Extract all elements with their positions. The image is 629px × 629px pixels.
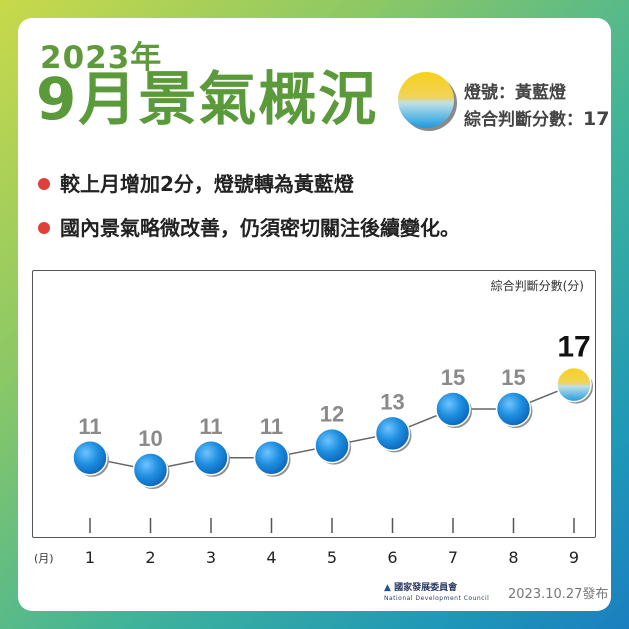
x-tick-label: 3: [206, 548, 216, 567]
bullet-item-1: 較上月增加2分，燈號轉為黃藍燈: [38, 168, 354, 197]
data-label: 15: [501, 365, 525, 390]
blue-signal-point: [435, 391, 471, 427]
data-label: 17: [557, 331, 590, 364]
x-axis-unit: (月): [34, 552, 54, 565]
data-label: 11: [78, 414, 101, 439]
yellow-blue-signal-point: [556, 366, 592, 403]
x-tick-label: 7: [448, 548, 458, 567]
blue-signal-point: [374, 415, 411, 452]
x-tick-label: 8: [508, 548, 518, 567]
x-tick-label: 1: [85, 548, 95, 567]
score-value: 17: [583, 108, 610, 130]
blue-signal-point: [314, 427, 350, 464]
blue-signal-point: [132, 452, 169, 488]
bullet-dot-icon: [38, 177, 50, 190]
data-label: 12: [320, 402, 344, 427]
org-name-en: National Development Council: [384, 595, 490, 602]
x-tick-label: 4: [266, 548, 276, 567]
data-label: 11: [260, 414, 283, 439]
year-heading: 2023年: [40, 40, 163, 76]
x-tick-label: 9: [569, 548, 579, 567]
page-title: 9月景氣概況: [36, 65, 379, 133]
yellow-blue-signal-icon: [398, 72, 457, 131]
blue-signal-point: [495, 391, 532, 427]
chart-frame: [32, 270, 596, 538]
score-line: 綜合判斷分數：17: [464, 106, 609, 133]
release-date: 2023.10.27發布: [508, 587, 609, 602]
x-tick-label: 5: [327, 548, 337, 567]
bullet-text-1: 較上月增加2分，燈號轉為黃藍燈: [60, 172, 354, 196]
blue-signal-point: [193, 440, 229, 476]
org-logo: ▲ 國家發展委員會 National Development Council: [384, 583, 490, 602]
signal-info: 燈號：黃藍燈 綜合判斷分數：17: [464, 80, 609, 133]
bullet-item-2: 國內景氣略微改善，仍須密切關注後續變化。: [38, 212, 460, 241]
y-axis-label: 綜合判斷分數(分): [491, 278, 584, 293]
x-tick-label: 2: [145, 548, 155, 567]
signal-label: 燈號：黃藍燈: [464, 83, 566, 103]
x-tick-label: 6: [387, 548, 397, 567]
bullet-text-2: 國內景氣略微改善，仍須密切關注後續變化。: [60, 216, 460, 240]
data-label: 10: [138, 426, 162, 451]
org-name: 國家發展委員會: [394, 583, 458, 593]
data-label: 15: [441, 365, 465, 390]
data-label: 13: [380, 389, 404, 414]
score-label: 綜合判斷分數：: [464, 110, 583, 130]
data-label: 11: [199, 414, 222, 439]
infographic-card: 2023年 9月景氣概況 燈號：黃藍燈 綜合判斷分數：17 較上月增加2分，燈號…: [18, 18, 611, 611]
blue-signal-point: [253, 440, 290, 476]
bullet-dot-icon: [38, 221, 50, 234]
blue-signal-point: [72, 440, 108, 476]
